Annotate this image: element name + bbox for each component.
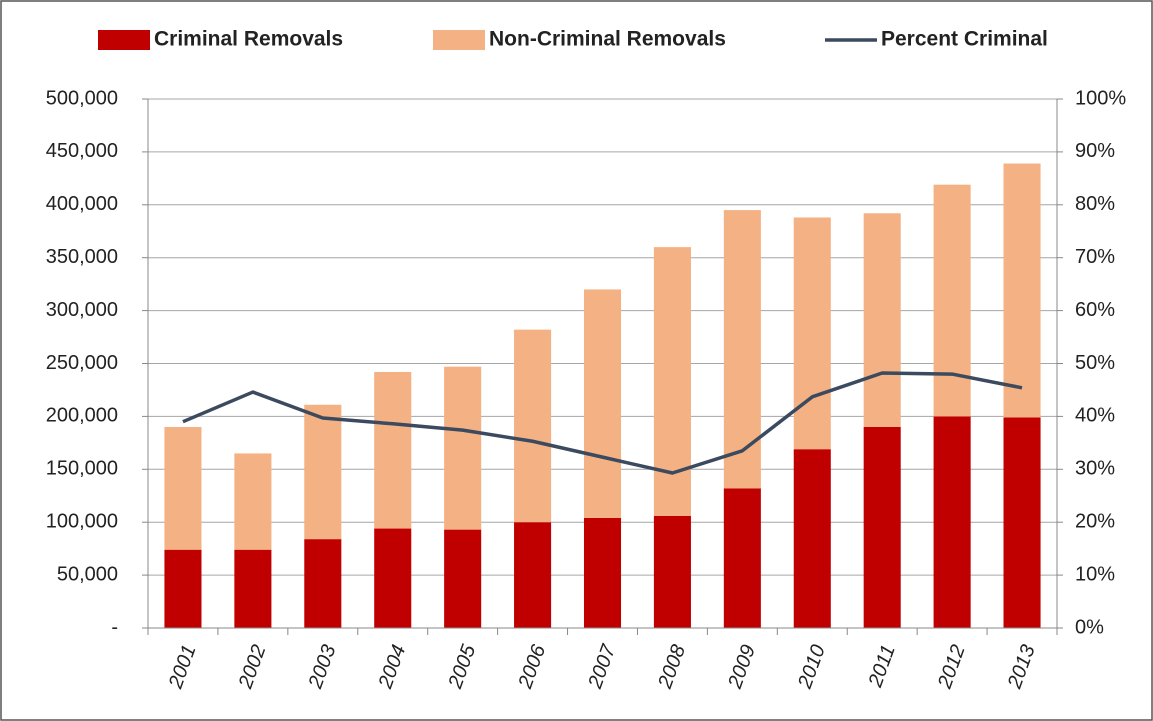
bar	[1003, 417, 1041, 628]
legend-swatch	[98, 30, 150, 50]
legend-label: Percent Criminal	[881, 28, 1048, 51]
y-tick-label: 450,000	[46, 140, 118, 162]
y2-tick-label: 30%	[1075, 458, 1115, 480]
bar	[164, 549, 202, 628]
bar	[374, 528, 412, 628]
y2-tick-label: 10%	[1075, 563, 1115, 585]
y-tick-label: 400,000	[46, 193, 118, 215]
y2-tick-label: 70%	[1075, 246, 1115, 268]
bar	[444, 529, 482, 628]
bar	[933, 184, 971, 417]
bar	[583, 289, 622, 518]
y2-tick-label: 0%	[1075, 616, 1104, 638]
y-tick-label: 250,000	[46, 352, 118, 374]
bar	[863, 426, 901, 628]
legend-label: Criminal Removals	[154, 28, 343, 51]
bar	[653, 247, 691, 516]
y-tick-label: 200,000	[46, 405, 118, 427]
line	[182, 371, 1023, 475]
bar	[723, 210, 761, 489]
bar	[234, 453, 272, 550]
y2-tick-label: 100%	[1075, 87, 1126, 109]
y-tick-label: 50,000	[57, 563, 118, 585]
bar	[723, 488, 761, 628]
bar	[234, 549, 272, 628]
legend-swatch	[433, 30, 485, 50]
bar	[1003, 163, 1041, 418]
y-tick-label: 500,000	[46, 87, 118, 109]
bar	[164, 426, 202, 550]
y-tick-label: 100,000	[46, 510, 118, 532]
y2-tick-label: 50%	[1075, 352, 1115, 374]
bar	[444, 366, 482, 530]
y2-tick-label: 60%	[1075, 299, 1115, 321]
bar	[793, 449, 831, 628]
bar	[863, 213, 901, 427]
bar	[514, 522, 552, 628]
y-tick-label: -	[111, 616, 118, 638]
y2-tick-label: 90%	[1075, 140, 1115, 162]
y2-tick-label: 80%	[1075, 193, 1115, 215]
bar	[653, 515, 691, 628]
y-tick-label: 300,000	[46, 299, 118, 321]
bar	[793, 217, 831, 450]
y-tick-label: 350,000	[46, 246, 118, 268]
y2-tick-label: 40%	[1075, 405, 1115, 427]
legend-label: Non-Criminal Removals	[489, 28, 726, 51]
bar	[304, 404, 342, 540]
bar	[514, 329, 552, 523]
bar	[583, 517, 622, 628]
bar	[374, 371, 412, 529]
y2-tick-label: 20%	[1075, 510, 1115, 532]
bar	[933, 416, 971, 628]
y-tick-label: 150,000	[46, 458, 118, 480]
bar	[304, 539, 342, 628]
